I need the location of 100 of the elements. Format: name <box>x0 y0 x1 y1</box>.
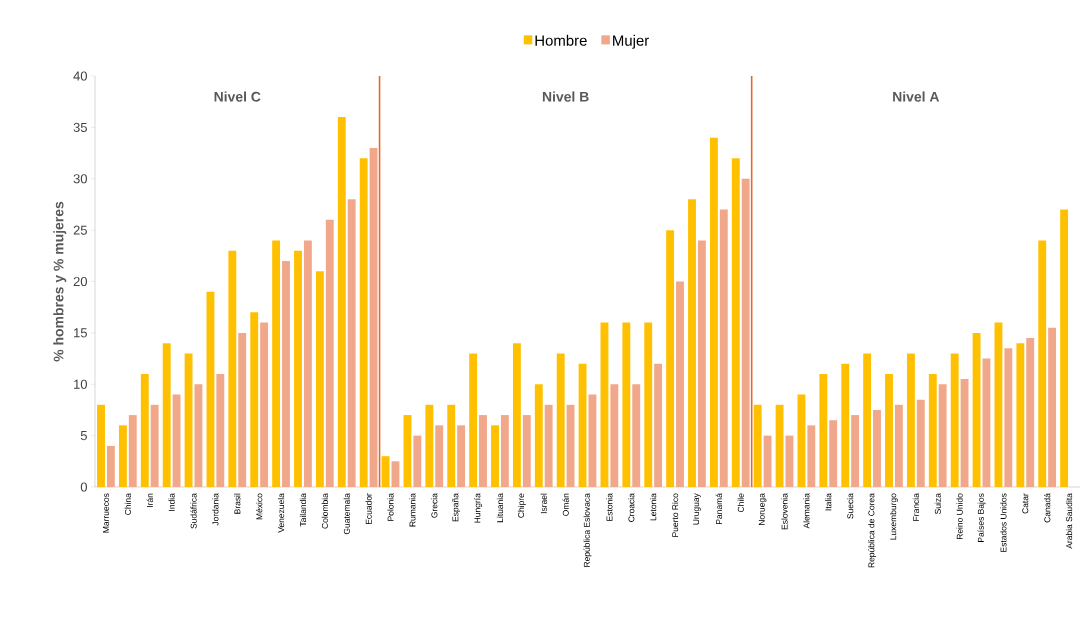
bar <box>391 461 400 487</box>
x-tick-label: México <box>256 493 263 520</box>
bar <box>381 456 390 487</box>
x-tick-label: República de Corea <box>868 493 877 568</box>
bar <box>150 404 159 487</box>
bar <box>500 415 509 487</box>
bar <box>97 404 105 487</box>
bar <box>260 322 269 487</box>
bar <box>741 178 750 487</box>
x-tick-label: Jordania <box>212 493 219 526</box>
x-tick-label: Grecia <box>431 493 438 518</box>
bar <box>106 445 115 487</box>
bar <box>731 158 740 487</box>
x-tick-label: Omán <box>562 493 569 516</box>
bar <box>413 435 422 487</box>
bar <box>950 353 959 487</box>
x-tick-label: España <box>452 493 461 522</box>
y-tick-label: 40 <box>73 71 87 81</box>
bar <box>819 373 828 487</box>
x-tick-label: Francia <box>912 493 919 521</box>
x-tick-label: Venezuela <box>277 493 285 533</box>
bar <box>479 415 487 487</box>
x-tick-label: Hungría <box>474 493 483 523</box>
bar <box>938 384 947 487</box>
bar <box>928 373 937 487</box>
bar <box>632 384 641 487</box>
x-tick-label: Polonia <box>387 493 394 521</box>
bar <box>359 158 368 487</box>
bar <box>162 343 171 487</box>
bar <box>622 322 631 487</box>
x-tick-label: Arabia Saudita <box>1065 493 1073 549</box>
x-tick-label: Chipre <box>517 493 526 518</box>
bar <box>447 404 456 487</box>
bar <box>272 240 281 487</box>
x-tick-label: Italia <box>825 493 832 511</box>
bar <box>851 415 860 487</box>
x-tick-label: Alemania <box>803 493 810 529</box>
bar <box>1060 209 1069 487</box>
bar <box>972 332 981 487</box>
x-tick-label: Croacia <box>628 493 635 522</box>
bar <box>676 281 684 487</box>
bar <box>885 373 893 487</box>
bar <box>544 404 553 487</box>
x-tick-label: Tailandia <box>299 493 307 527</box>
legend-label: Hombre <box>535 34 587 46</box>
x-tick-label: Canadá <box>1044 493 1051 523</box>
bar <box>807 425 816 487</box>
x-tick-label: Estonia <box>606 493 613 521</box>
bar <box>325 219 334 487</box>
y-tick-label: 35 <box>73 122 87 132</box>
x-tick-label: Suecia <box>847 493 854 519</box>
x-tick-label: Marruecos <box>102 493 109 533</box>
x-tick-label: Eslovenia <box>781 493 788 530</box>
bar <box>654 363 663 487</box>
y-tick-label: 25 <box>73 225 87 235</box>
x-tick-label: Países Bajos <box>977 493 986 542</box>
x-tick-label: Sudáfrica <box>190 493 197 529</box>
x-tick-label: Puerto Rico <box>671 493 679 537</box>
x-tick-label: Rumania <box>409 493 416 527</box>
bar <box>1038 240 1047 487</box>
bar <box>337 117 346 487</box>
y-tick-label: 10 <box>74 379 87 389</box>
bar <box>894 404 903 487</box>
bar <box>228 250 237 487</box>
y-tick-label: 5 <box>80 431 87 441</box>
annotation: Nivel B <box>542 91 589 102</box>
bar <box>775 404 784 487</box>
x-tick-label: Brasil <box>234 493 241 514</box>
x-tick-label: Luxemburgo <box>890 493 898 540</box>
x-tick-label: Ecuador <box>365 493 372 525</box>
x-tick-label: Uruguay <box>693 493 701 525</box>
bar <box>250 312 259 487</box>
x-tick-label: China <box>124 493 131 515</box>
bar <box>829 420 838 487</box>
x-tick-label: Irán <box>146 493 153 507</box>
bar <box>688 199 696 487</box>
x-tick-label: Estados Unidos <box>1000 493 1007 552</box>
bar <box>1004 348 1013 487</box>
bar <box>906 353 915 487</box>
bar <box>128 415 137 487</box>
bar <box>1048 327 1057 487</box>
bar <box>709 137 718 487</box>
bar <box>697 240 706 487</box>
bar <box>347 199 356 487</box>
x-tick-label: Colombia <box>321 493 328 529</box>
y-tick-label: 30 <box>73 174 87 184</box>
y-tick-label: 15 <box>74 328 87 338</box>
bar <box>916 399 925 487</box>
bar <box>435 425 444 487</box>
bar <box>216 373 225 487</box>
bar <box>753 404 762 487</box>
bar <box>1026 338 1035 487</box>
bar <box>282 260 290 487</box>
bar <box>873 409 881 487</box>
x-tick-label: Lituania <box>496 493 504 523</box>
bar <box>315 271 324 487</box>
x-tick-label: Catar <box>1022 493 1029 514</box>
x-tick-label: Israel <box>540 493 547 514</box>
bar <box>578 363 587 487</box>
bar <box>556 353 565 487</box>
